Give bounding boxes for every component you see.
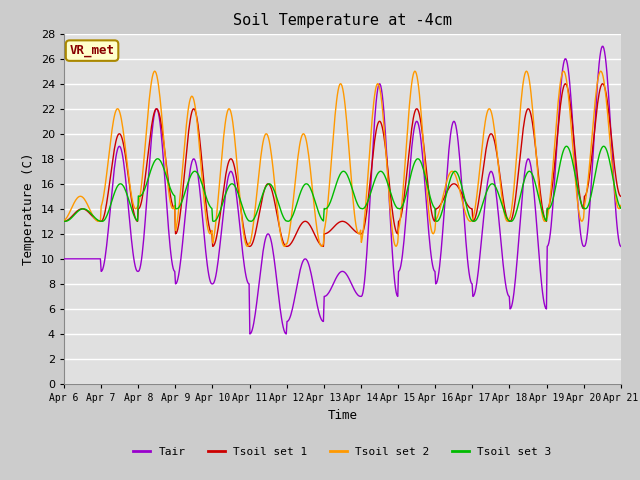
Y-axis label: Temperature (C): Temperature (C) (22, 153, 35, 265)
Legend: Tair, Tsoil set 1, Tsoil set 2, Tsoil set 3: Tair, Tsoil set 1, Tsoil set 2, Tsoil se… (129, 442, 556, 461)
X-axis label: Time: Time (328, 408, 357, 421)
Title: Soil Temperature at -4cm: Soil Temperature at -4cm (233, 13, 452, 28)
Text: VR_met: VR_met (70, 44, 115, 57)
